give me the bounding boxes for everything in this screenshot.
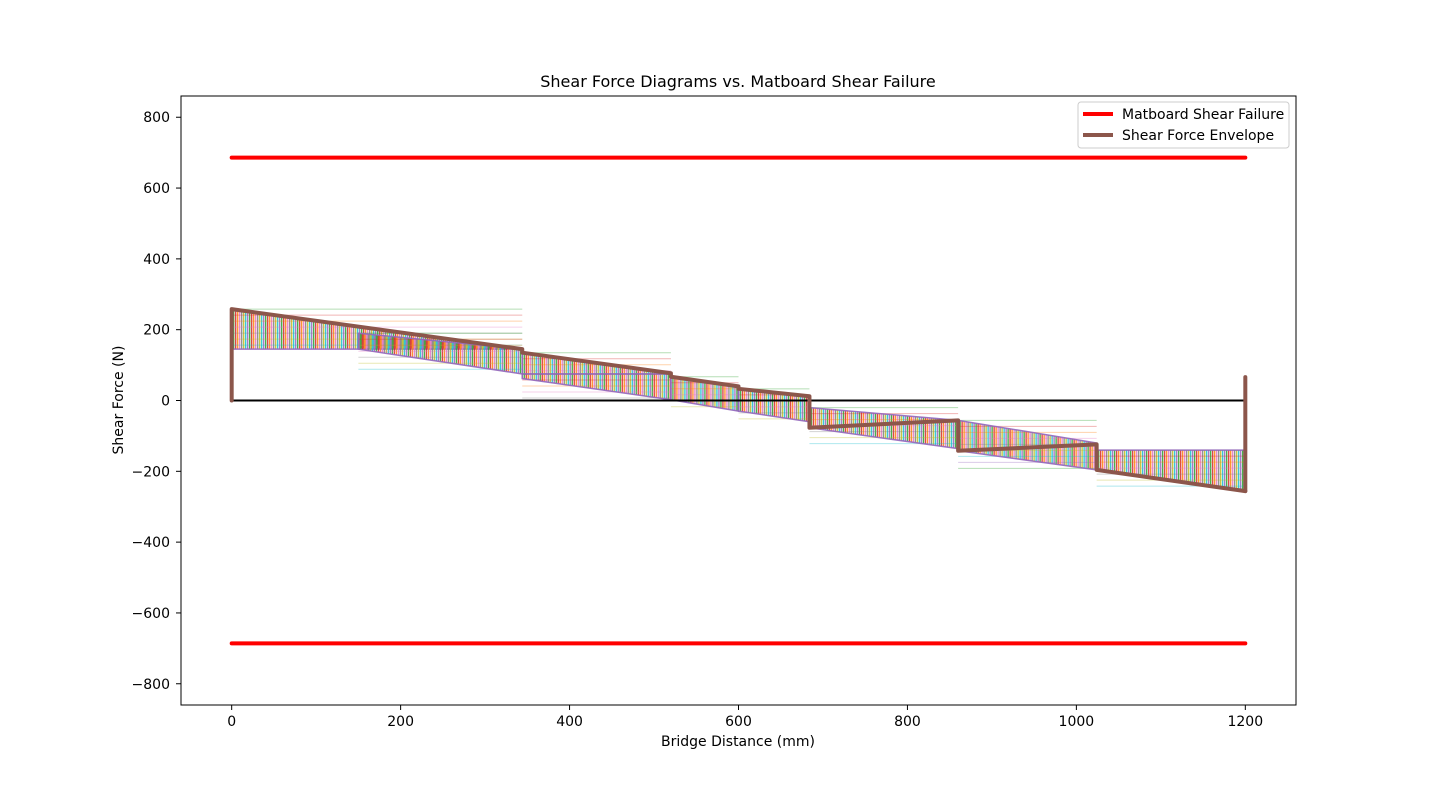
y-tick-label: 400	[143, 252, 170, 268]
series-line-shear-force-envelope	[229, 307, 1248, 494]
load-case-band-8	[1095, 449, 1247, 493]
x-tick-label: 0	[227, 714, 236, 730]
x-tick-label: 400	[556, 714, 583, 730]
x-tick-label: 800	[894, 714, 921, 730]
y-tick-label: −400	[132, 535, 170, 551]
y-tick-label: 600	[143, 181, 170, 197]
y-tick-label: −200	[132, 464, 170, 480]
y-tick-label: 200	[143, 323, 170, 339]
y-tick-label: −600	[132, 606, 170, 622]
load-case-band-2	[521, 351, 672, 375]
load-case-band-3	[521, 373, 672, 401]
legend-frame	[1077, 101, 1290, 149]
y-tick-label: −800	[132, 677, 170, 693]
chart-title: Shear Force Diagrams vs. Matboard Shear …	[540, 72, 936, 91]
axes: 0 200 400 600 800 1000 1200 800 600 400 200 0 −200 −4…	[132, 95, 1297, 730]
plot-body	[229, 155, 1248, 646]
x-axis-label: Bridge Distance (mm)	[661, 734, 815, 750]
plot-area	[229, 155, 1248, 646]
x-tick-label: 1200	[1227, 714, 1263, 730]
y-tick-label: 0	[161, 394, 170, 410]
legend-label-shear-force-envelope: Shear Force Envelope	[1122, 128, 1274, 144]
x-tick-label: 1000	[1059, 714, 1095, 730]
load-case-band-1	[357, 332, 524, 375]
y-axis-label: Shear Force (N)	[111, 346, 127, 455]
legend-label-matboard-shear-failure: Matboard Shear Failure	[1122, 107, 1284, 123]
x-tick-label: 600	[725, 714, 752, 730]
legend: Matboard Shear Failure Shear Force Envel…	[1077, 101, 1290, 149]
y-tick-label: 800	[143, 110, 170, 126]
x-tick-label: 200	[387, 714, 414, 730]
